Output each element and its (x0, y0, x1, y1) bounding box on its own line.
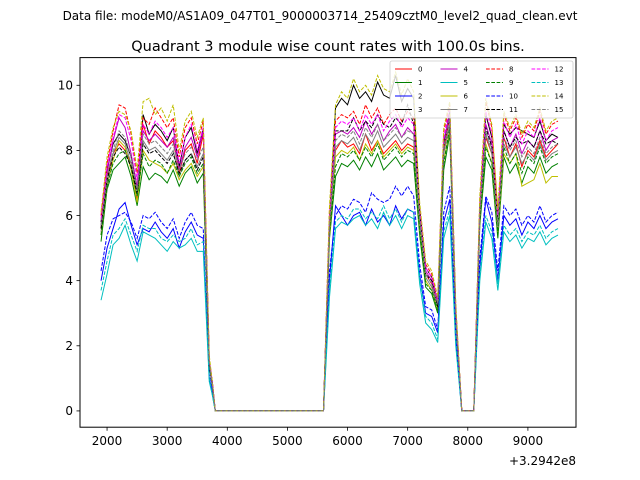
x-tick-label: 8000 (453, 434, 484, 448)
x-tick-label: 7000 (392, 434, 423, 448)
legend-frame (389, 60, 574, 119)
y-tick-label: 8 (65, 144, 73, 158)
x-tick-label: 3000 (152, 434, 183, 448)
y-tick-label: 4 (65, 274, 73, 288)
legend-label-1: 1 (418, 79, 422, 87)
data-file-label: Data file: modeM0/AS1A09_047T01_90000037… (63, 9, 578, 23)
series-layer (100, 70, 559, 412)
series-line-15 (100, 117, 559, 412)
chart-title: Quadrant 3 module wise count rates with … (131, 39, 525, 55)
x-tick-label: 5000 (272, 434, 303, 448)
legend-label-8: 8 (509, 66, 513, 74)
series-line-9 (100, 127, 559, 412)
legend-label-2: 2 (418, 93, 422, 101)
legend-label-10: 10 (509, 93, 518, 101)
x-tick-label: 4000 (212, 434, 243, 448)
legend-label-3: 3 (418, 106, 422, 114)
legend-label-5: 5 (464, 79, 468, 87)
legend-label-7: 7 (464, 106, 468, 114)
x-offset-label: +3.2942e8 (509, 454, 576, 468)
y-tick-label: 0 (65, 404, 73, 418)
x-tick-label: 9000 (513, 434, 544, 448)
legend-label-13: 13 (555, 79, 564, 87)
axes-layer: 2000 3000 4000 5000 6000 7000 8000 9000 0 2 4 6 8 10 (58, 79, 543, 449)
legend-label-15: 15 (555, 106, 564, 114)
legend-label-11: 11 (509, 106, 518, 114)
series-line-13 (100, 204, 559, 412)
legend-label-12: 12 (555, 66, 564, 74)
legend-label-6: 6 (464, 93, 469, 101)
y-tick-label: 10 (58, 79, 73, 93)
legend-label-0: 0 (418, 66, 422, 74)
x-tick-label: 2000 (92, 434, 123, 448)
x-tick-label: 6000 (332, 434, 363, 448)
plot-frame (79, 57, 577, 428)
legend-label-9: 9 (509, 79, 513, 87)
y-tick-label: 2 (65, 339, 73, 353)
legend-label-14: 14 (555, 93, 564, 101)
legend-label-4: 4 (464, 66, 469, 74)
y-tick-label: 6 (65, 209, 73, 223)
